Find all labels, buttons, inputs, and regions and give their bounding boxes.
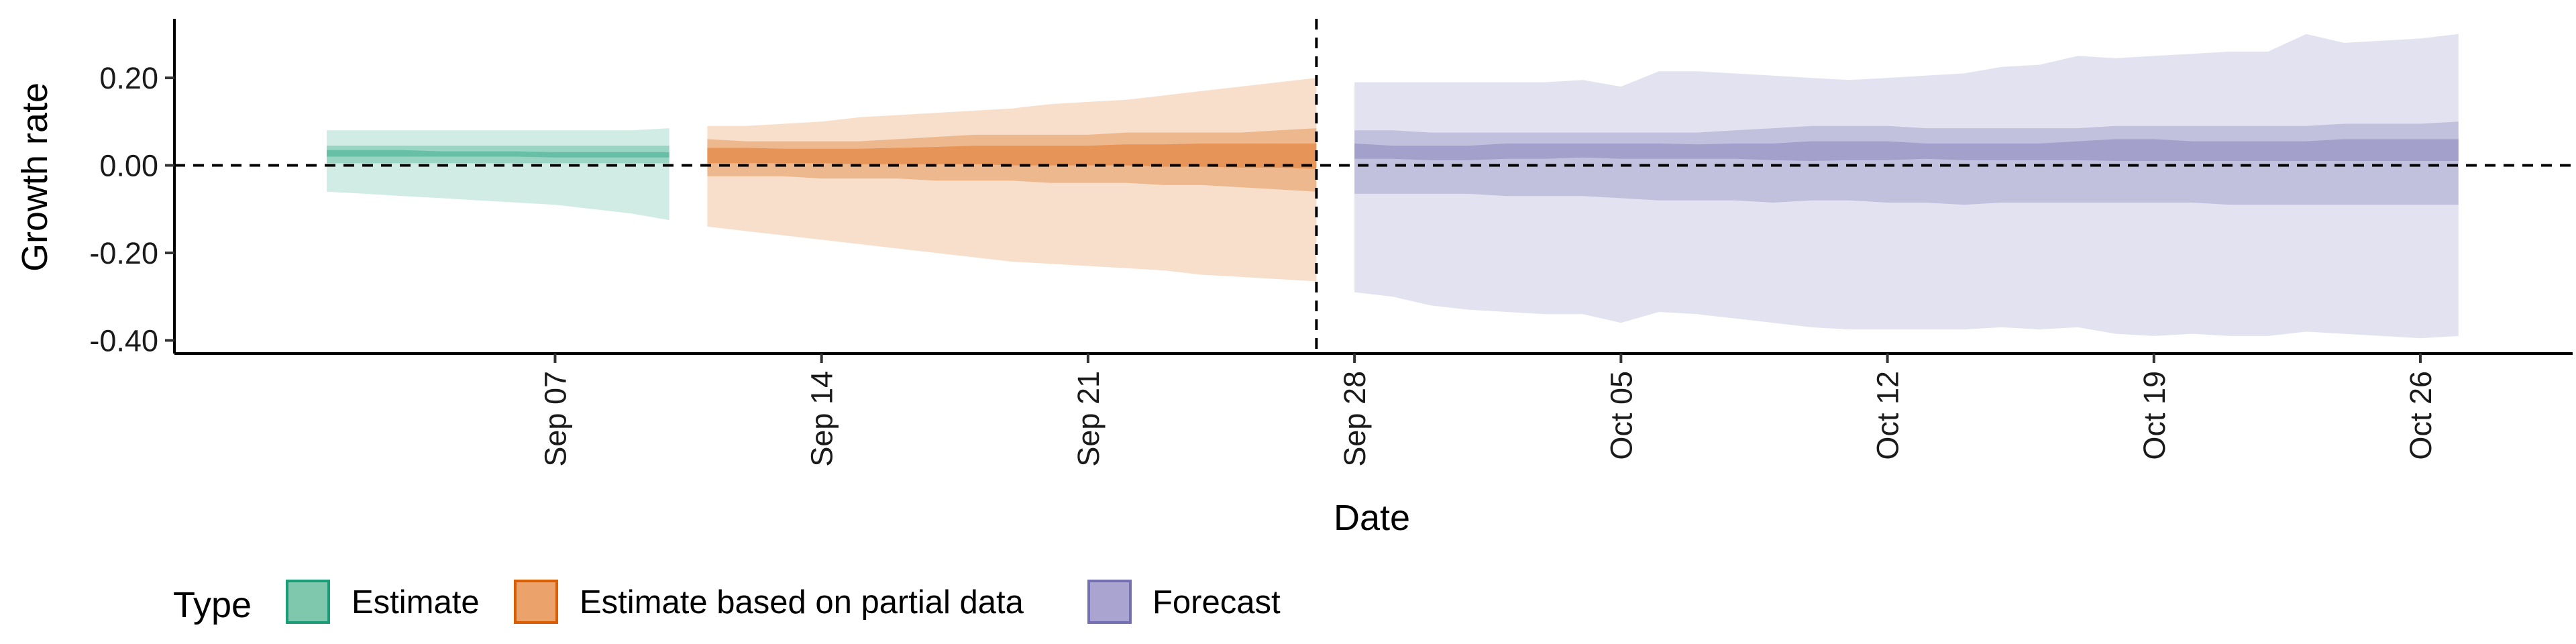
y-tick-label: -0.20	[89, 236, 158, 270]
y-tick-label: 0.20	[99, 61, 158, 95]
forecast-inner-band	[1354, 139, 2459, 161]
estimate-based-on-partial-data-outer-band	[707, 78, 1317, 282]
x-tick-label: Sep 28	[1338, 371, 1372, 467]
y-ticks: 0.20 0.00 -0.20 -0.40	[89, 61, 174, 358]
legend-title: Type	[173, 585, 252, 625]
y-axis-title: Growth rate	[15, 83, 55, 272]
legend: Type Estimate Estimate based on partial d…	[173, 580, 1281, 625]
estimate-outer-band	[327, 128, 669, 221]
estimate-mid-band	[327, 146, 669, 164]
legend-key-estimate	[286, 580, 330, 624]
x-tick-label: Oct 19	[2137, 371, 2171, 460]
y-tick-label: -0.40	[89, 323, 158, 358]
estimate-based-on-partial-data-inner-band	[707, 143, 1317, 169]
ribbon-layer	[327, 34, 2459, 339]
x-tick-label: Sep 14	[805, 371, 839, 467]
legend-label-estimate: Estimate	[352, 584, 480, 621]
x-ticks: Sep 07 Sep 14 Sep 21 Sep 28 Oct 05 Oct 12 Oct …	[538, 354, 2438, 467]
estimate-based-on-partial-data-mid-band	[707, 128, 1317, 192]
legend-key-forecast	[1087, 580, 1132, 624]
forecast-outer-band	[1354, 34, 2459, 339]
legend-label-forecast: Forecast	[1152, 584, 1281, 621]
x-tick-label: Oct 12	[1871, 371, 1905, 460]
y-tick-label: 0.00	[99, 149, 158, 183]
reference-lines	[174, 19, 2573, 354]
axes: 0.200.00-0.20-0.40 Sep 07 Sep 14 Sep 21 Sep…	[89, 19, 2573, 467]
estimate-inner-band	[327, 150, 669, 158]
legend-key-estimate-based-on-partial-data	[514, 580, 558, 624]
x-axis-title: Date	[1334, 498, 1410, 538]
forecast-mid-band	[1354, 121, 2459, 205]
x-tick-label: Oct 05	[1604, 371, 1638, 460]
legend-label-estimate-based-on-partial-data: Estimate based on partial data	[580, 584, 1024, 621]
x-tick-label: Oct 26	[2404, 371, 2438, 460]
x-tick-label: Sep 07	[538, 371, 572, 467]
x-tick-label: Sep 21	[1071, 371, 1106, 467]
